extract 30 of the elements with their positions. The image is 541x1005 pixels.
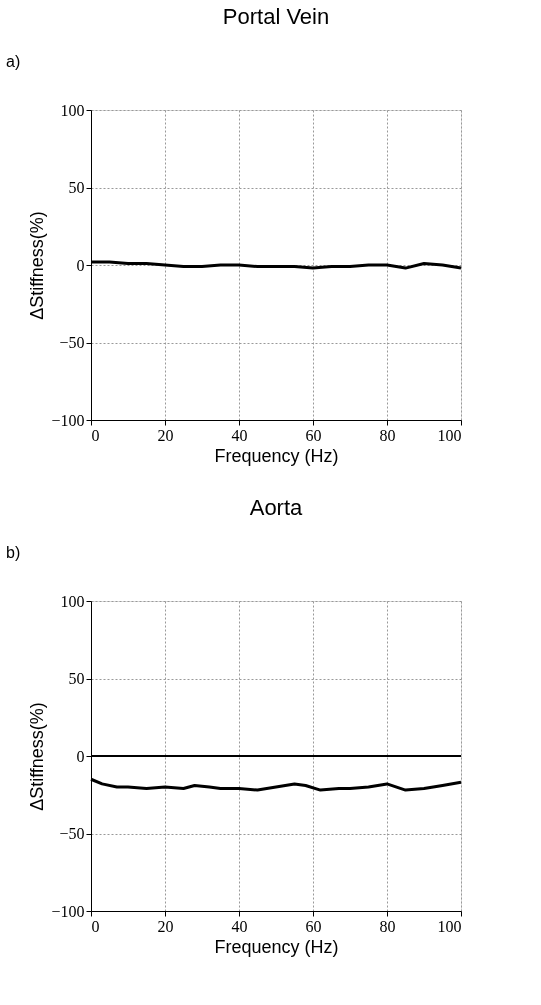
x-tick-label: 0 — [91, 426, 100, 444]
y-axis-title: ΔStiffness(%) — [27, 702, 48, 811]
y-tick-label: 0 — [76, 747, 85, 765]
chart-title: Aorta — [249, 495, 304, 520]
text: b) — [6, 544, 21, 561]
y-tick-label: 100 — [60, 592, 85, 610]
x-tick-label: 60 — [305, 426, 322, 444]
y-tick-label: 0 — [76, 256, 85, 274]
y-tick-label: 50 — [68, 179, 85, 196]
y-tick-label: 100 — [60, 101, 85, 119]
y-axis-title: ΔStiffness(%) — [27, 211, 48, 320]
y-tick-label: −100 — [51, 902, 85, 920]
y-tick-label: −50 — [59, 334, 85, 351]
text: a) — [6, 53, 21, 70]
x-tick-label: 100 — [437, 917, 462, 935]
x-tick-label: 40 — [231, 426, 248, 444]
x-axis-title: Frequency (Hz) — [214, 445, 339, 466]
x-tick-label: 40 — [231, 917, 248, 935]
y-tick-label: −50 — [59, 825, 85, 842]
x-tick-label: 20 — [157, 917, 174, 935]
x-tick-label: 80 — [379, 426, 396, 444]
x-tick-label: 80 — [379, 917, 396, 935]
y-tick-label: 50 — [68, 670, 85, 687]
x-tick-label: 60 — [305, 917, 322, 935]
x-tick-label: 100 — [437, 426, 462, 444]
x-axis-title: Frequency (Hz) — [214, 936, 339, 957]
x-tick-label: 0 — [91, 917, 100, 935]
x-tick-label: 20 — [157, 426, 174, 444]
chart-title: Portal Vein — [222, 4, 330, 29]
y-tick-label: −100 — [51, 411, 85, 429]
